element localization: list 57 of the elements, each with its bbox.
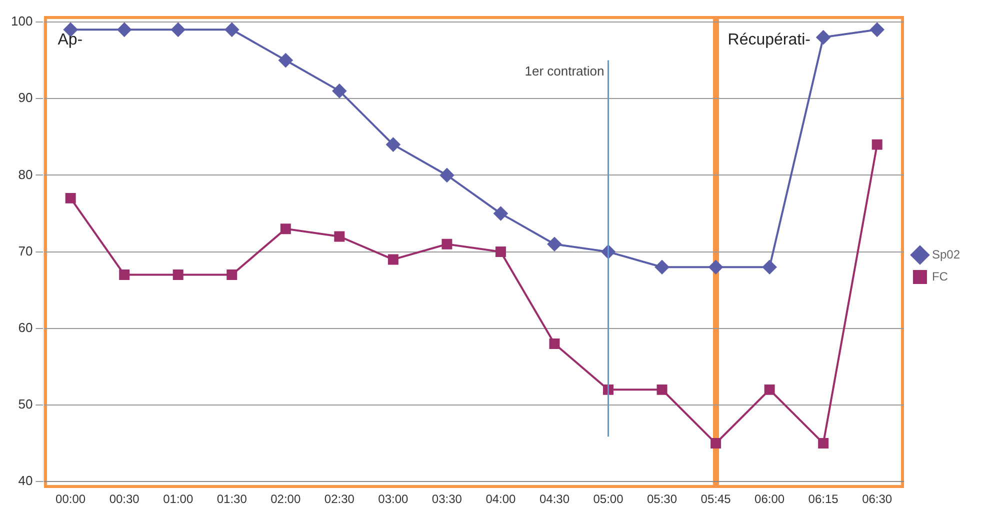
point [119,270,130,280]
y-tick-label: 50 [18,396,33,412]
x-tick-label: 05:00 [593,492,624,506]
x-tick-label: 04:00 [486,492,516,506]
point [549,338,560,349]
point [762,260,777,274]
x-tick-label: 02:00 [270,492,301,506]
point [171,22,186,37]
point [226,270,238,280]
y-tick-label: 80 [18,166,33,182]
y-tick-label: 100 [10,14,33,29]
x-tick-label: 06:00 [754,492,785,506]
y-tick-label: 40 [18,473,33,488]
point [870,22,884,37]
x-tick-label: 05:30 [647,492,678,506]
point [818,438,829,449]
x-tick-label: 01:00 [163,492,194,506]
x-tick-label: 01:30 [216,492,248,506]
point [442,238,452,250]
x-tick-label: 06:15 [808,492,839,506]
y-tick-label: 60 [18,320,33,335]
annotation: Récupérati- [728,31,810,48]
point [65,192,76,204]
x-tick-label: 05:45 [700,492,732,506]
point [278,53,293,68]
point [710,438,722,449]
point [334,231,345,242]
x-tick-label: 03:30 [432,492,462,506]
y-tick-label: 70 [18,243,33,258]
point [280,224,291,234]
point [172,270,184,280]
point [547,237,562,252]
x-tick-label: 00:00 [56,492,86,506]
point [655,260,670,274]
x-tick-label: 00:30 [109,492,140,506]
point [656,384,668,395]
y-tick-label: 90 [18,90,33,106]
point [332,84,346,98]
point [494,206,508,220]
x-tick-label: 04:30 [539,492,570,506]
legend-label: FC [932,269,948,284]
x-tick-label: 02:30 [324,492,355,506]
annotation: Ap- [58,31,83,48]
point [816,30,830,44]
point [708,260,723,274]
point [872,139,882,150]
point [495,246,506,258]
x-tick-label: 03:00 [378,492,409,506]
point [117,22,132,37]
point [440,168,454,182]
point [764,384,775,395]
ref-line-label: 1er contration [524,63,604,78]
point [224,22,239,37]
x-tick-label: 06:30 [862,492,892,506]
legend-label: Sp02 [932,247,960,262]
point [386,138,400,152]
point [388,254,398,265]
